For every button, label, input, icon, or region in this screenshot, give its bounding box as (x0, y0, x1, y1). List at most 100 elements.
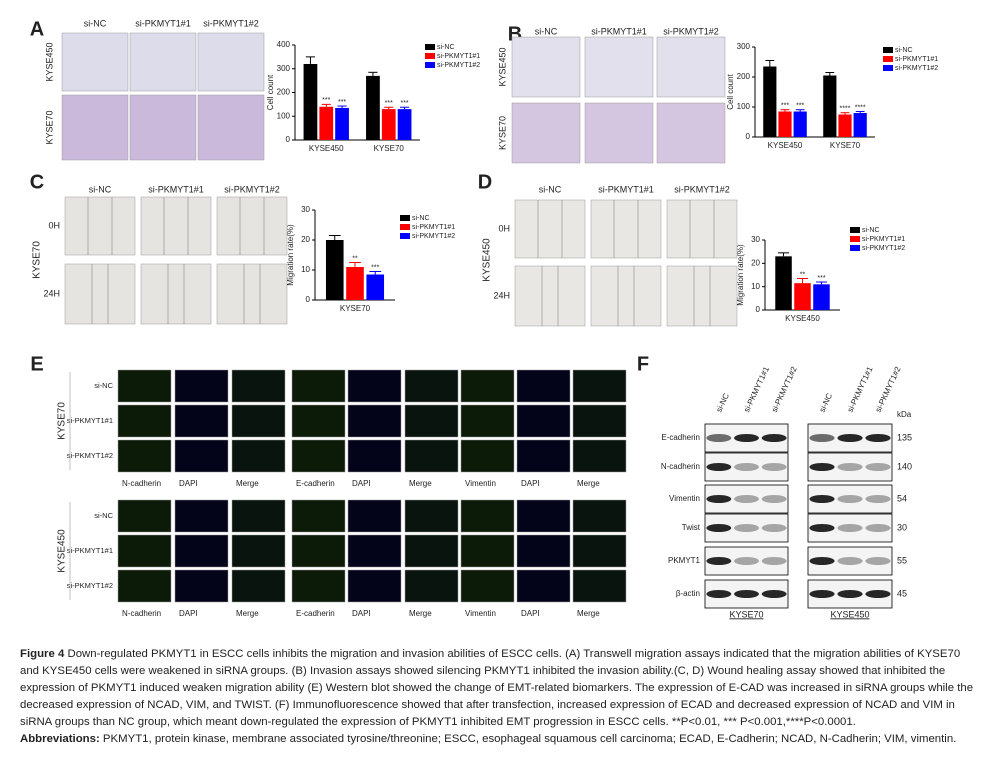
kda-label: 54 (897, 493, 907, 503)
band (865, 463, 891, 471)
if-image (516, 499, 571, 533)
column-label: Merge (577, 479, 600, 488)
legend-label: si-PKMYT1#1 (437, 53, 480, 60)
band (865, 557, 891, 565)
protein-label: Twist (682, 523, 701, 532)
if-image (231, 439, 286, 473)
if-image (572, 439, 627, 473)
micrograph (129, 94, 197, 161)
band (706, 495, 732, 503)
panel-letter: D (478, 171, 492, 193)
micrograph (666, 199, 738, 259)
x-tick-label: KYSE450 (785, 314, 820, 323)
bar (775, 256, 792, 310)
y-tick-label: 0 (746, 132, 751, 141)
kda-label: 55 (897, 555, 907, 565)
if-image (460, 439, 515, 473)
row-label: 24H (43, 288, 60, 298)
lane-label: si-PKMYT1#1 (742, 365, 771, 414)
band (734, 557, 759, 565)
if-image (117, 569, 172, 603)
bar (366, 274, 385, 300)
if-image (404, 499, 459, 533)
micrograph (140, 196, 212, 256)
protein-label: E-cadherin (661, 433, 700, 442)
micrograph (129, 32, 197, 92)
micrograph (511, 102, 581, 164)
y-axis-label: Migration rate(%) (736, 244, 745, 306)
if-image (404, 569, 459, 603)
if-image (347, 404, 402, 438)
lane-label: si-PKMYT1#2 (770, 365, 799, 414)
band (706, 590, 732, 598)
band (761, 495, 787, 503)
band (837, 434, 863, 442)
y-axis-label: Migration rate(%) (286, 224, 295, 286)
legend-swatch (425, 62, 435, 68)
band (734, 495, 759, 503)
band (865, 434, 891, 442)
row-label: si-PKMYT1#2 (67, 581, 113, 590)
significance-label: *** (400, 100, 408, 107)
y-tick-label: 20 (301, 235, 310, 244)
lane-label: si-NC (714, 392, 731, 414)
micrograph (590, 265, 662, 327)
column-label: DAPI (352, 609, 371, 618)
cell-line-label: KYSE450 (830, 609, 869, 619)
column-label: si-PKMYT1#2 (674, 184, 730, 194)
significance-label: **** (855, 104, 866, 111)
if-image (347, 499, 402, 533)
cell-line-label: KYSE70 (729, 609, 763, 619)
column-label: si-PKMYT1#1 (135, 18, 191, 28)
if-image (404, 439, 459, 473)
cell-line-label: KYSE70 (57, 402, 68, 440)
legend-swatch (850, 245, 860, 251)
legend-swatch (883, 47, 893, 53)
bar (763, 66, 777, 137)
column-label: DAPI (179, 479, 198, 488)
column-label: DAPI (352, 479, 371, 488)
band (761, 557, 787, 565)
if-image (117, 404, 172, 438)
legend-label: si-PKMYT1#1 (862, 236, 905, 243)
band (761, 434, 787, 442)
kda-label: 30 (897, 522, 907, 532)
significance-label: *** (322, 97, 330, 104)
if-image (291, 569, 346, 603)
y-tick-label: 0 (756, 305, 761, 314)
if-image (460, 369, 515, 403)
if-image (117, 369, 172, 403)
bar (793, 111, 807, 137)
band (734, 590, 759, 598)
y-tick-label: 30 (301, 205, 310, 214)
if-image (516, 439, 571, 473)
significance-label: ** (352, 255, 358, 262)
if-image (516, 569, 571, 603)
row-label: si-PKMYT1#1 (67, 546, 113, 555)
if-image (231, 569, 286, 603)
legend-swatch (400, 215, 410, 221)
legend-label: si-PKMYT1#2 (895, 65, 938, 72)
micrograph (216, 196, 288, 256)
legend-label: si-NC (437, 44, 455, 51)
protein-label: N-cadherin (661, 462, 700, 471)
bar (397, 109, 412, 140)
x-tick-label: KYSE70 (830, 141, 861, 150)
abbreviations: Abbreviations: PKMYT1, protein kinase, m… (20, 731, 975, 748)
micrograph (64, 196, 136, 256)
if-image (516, 534, 571, 568)
if-image (117, 534, 172, 568)
column-label: si-NC (539, 184, 562, 194)
micrograph (61, 32, 129, 92)
lane-label: si-PKMYT1#2 (874, 365, 903, 414)
y-tick-label: 10 (751, 282, 760, 291)
y-tick-label: 300 (277, 64, 291, 73)
significance-label: *** (385, 100, 393, 107)
legend-swatch (883, 56, 893, 62)
band (809, 590, 835, 598)
bar (381, 109, 396, 140)
column-label: E-cadherin (296, 609, 335, 618)
if-image (291, 404, 346, 438)
y-tick-label: 0 (306, 295, 311, 304)
column-label: DAPI (179, 609, 198, 618)
